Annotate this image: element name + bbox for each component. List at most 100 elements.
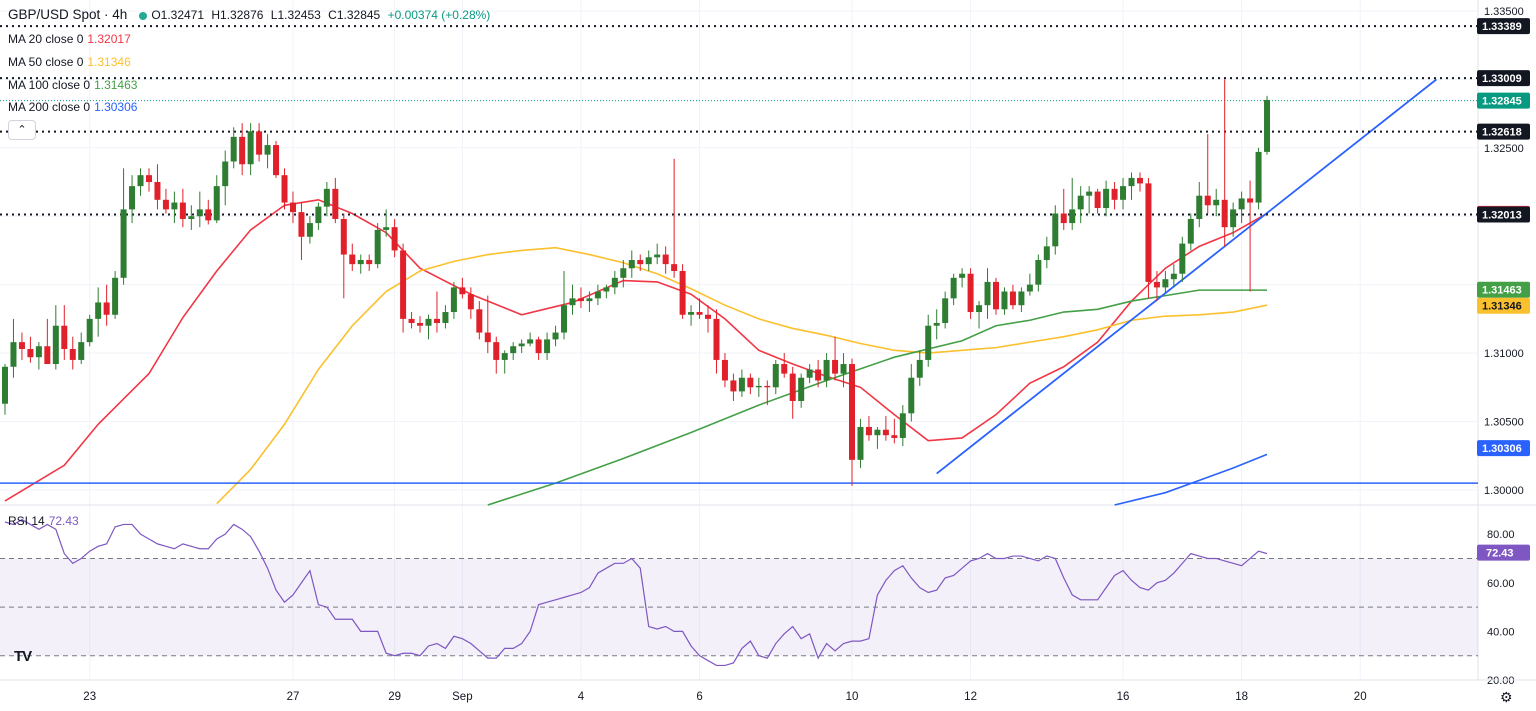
gear-icon[interactable]: ⚙ (1500, 689, 1513, 705)
candle-body (27, 348, 34, 358)
candle-body (899, 413, 906, 438)
candle (1136, 172, 1143, 192)
candle (145, 168, 152, 192)
candle-body (781, 364, 788, 374)
ohlc-high: H1.32876 (211, 8, 264, 22)
candle-body (1221, 199, 1228, 228)
ma200-label: MA 200 close 0 (8, 100, 91, 114)
candle (69, 336, 76, 370)
candle (349, 243, 356, 271)
candle-body (705, 314, 712, 319)
candle (1103, 180, 1110, 217)
candle (815, 359, 822, 388)
candle-body (611, 277, 618, 288)
candle (78, 332, 85, 365)
indicator-ma100[interactable]: MA 100 close 0 1.31463 (8, 78, 141, 92)
candle (654, 243, 661, 265)
time-tick-label: 20 (1354, 691, 1367, 703)
candle (1153, 270, 1160, 302)
indicator-ma20[interactable]: MA 20 close 0 1.32017 (8, 32, 135, 46)
candle-body (484, 332, 491, 343)
indicator-ma200[interactable]: MA 200 close 0 1.30306 (8, 100, 141, 114)
candle-body (205, 209, 212, 221)
rsi-series-line (4, 518, 1268, 667)
time-tick-label: 10 (846, 691, 859, 703)
candle (137, 168, 144, 196)
candle (315, 202, 322, 230)
candle-body (18, 342, 25, 349)
candle-body (1179, 243, 1186, 274)
candle (671, 158, 678, 278)
price-tick-label: 1.30500 (1484, 417, 1524, 429)
candle (586, 291, 593, 313)
candle-body (213, 186, 220, 221)
candle (442, 305, 449, 329)
collapse-legend-button[interactable]: ⌃ (8, 120, 36, 140)
candle-body (281, 175, 288, 203)
candle (1077, 186, 1084, 224)
candle (577, 287, 584, 308)
candle-body (730, 380, 737, 392)
price-tick-label: 1.30000 (1484, 485, 1524, 497)
candle-body (95, 302, 102, 319)
candle-body (1052, 213, 1059, 247)
candle-body (35, 346, 42, 358)
candle-body (933, 322, 940, 326)
time-tick-label: 27 (287, 691, 300, 703)
candle-body (1230, 209, 1237, 228)
candle-body (230, 136, 237, 162)
candle-body (247, 131, 254, 165)
candle-body (662, 254, 669, 265)
candle-body (679, 270, 686, 315)
candle (535, 336, 542, 360)
candle (730, 373, 737, 401)
candle-body (1247, 198, 1254, 203)
candle-body (959, 273, 966, 278)
candle (230, 127, 237, 169)
time-tick-label: 6 (696, 691, 702, 703)
rsi-tick-label: 40.00 (1487, 626, 1515, 638)
price-label-badge: 1.32013 (1477, 206, 1530, 223)
candle (705, 305, 712, 333)
candle-body (1111, 188, 1118, 200)
candle-body (992, 281, 999, 310)
candle-body (535, 339, 542, 354)
candle (823, 353, 830, 388)
rsi-badge-bg (1477, 544, 1530, 561)
candle (1094, 188, 1101, 214)
tradingview-logo-icon[interactable]: TV (14, 648, 32, 665)
indicator-ma50[interactable]: MA 50 close 0 1.31346 (8, 55, 135, 69)
candle (1052, 205, 1059, 255)
candle-body (44, 346, 51, 365)
candle (332, 177, 339, 224)
candle (264, 134, 271, 169)
ma100-label: MA 100 close 0 (8, 78, 91, 92)
candle-body (1196, 195, 1203, 219)
time-tick-label: 29 (388, 691, 401, 703)
candle (840, 353, 847, 388)
candle-body (620, 268, 627, 278)
price-label-bg (1477, 92, 1530, 109)
candle-body (798, 377, 805, 401)
candle-body (950, 277, 957, 299)
symbol-title[interactable]: GBP/USD Spot · 4h (8, 7, 128, 22)
candle (688, 305, 695, 326)
candle-body (908, 377, 915, 414)
candle (976, 301, 983, 329)
candle-body (1094, 191, 1101, 209)
candle (1221, 79, 1228, 247)
ma20-value: 1.32017 (87, 32, 131, 46)
candle (772, 359, 779, 395)
ascending-trendline (936, 78, 1437, 475)
candle (450, 281, 457, 319)
candle-body (832, 359, 839, 374)
price-label-text: 1.33389 (1482, 21, 1522, 33)
candle-body (69, 348, 76, 360)
rsi-pane (0, 518, 1478, 667)
indicator-rsi[interactable]: RSI 14 72.43 (8, 514, 83, 528)
price-label-text: 1.33009 (1482, 73, 1522, 85)
candle (1069, 177, 1076, 230)
candle-body (603, 287, 610, 292)
candle (340, 213, 347, 299)
